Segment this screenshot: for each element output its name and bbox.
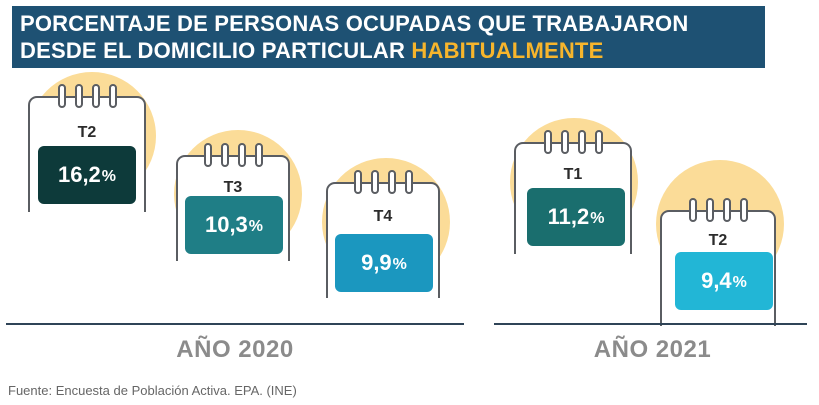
- value-label: 10,3: [204, 212, 248, 237]
- value-label: 9,4: [701, 268, 732, 293]
- percent-sign: %: [392, 256, 407, 273]
- calendar-rings: [30, 84, 144, 108]
- calendar-ring: [594, 130, 603, 154]
- value-box: 10,3%: [185, 196, 283, 254]
- axis-line-2020: [6, 323, 464, 325]
- percent-sign: %: [732, 274, 747, 291]
- calendar-ring: [91, 84, 100, 108]
- value-label: 16,2: [57, 162, 101, 187]
- axis-line-2021: [494, 323, 807, 325]
- quarter-label: T4: [373, 208, 393, 225]
- title-line-1: PORCENTAJE DE PERSONAS OCUPADAS QUE TRAB…: [20, 11, 689, 36]
- percent-sign: %: [590, 210, 605, 227]
- title-line-2-prefix: DESDE EL DOMICILIO PARTICULAR: [20, 38, 406, 63]
- title-highlight: HABITUALMENTE: [411, 38, 604, 63]
- calendar-ring: [577, 130, 586, 154]
- calendar-ring: [705, 198, 714, 222]
- calendar-ring: [739, 198, 748, 222]
- year-label-2021: AÑO 2021: [593, 336, 712, 363]
- percent-sign: %: [101, 168, 117, 185]
- quarter-label: T2: [77, 124, 97, 141]
- calendar-ring: [237, 143, 246, 167]
- source-note: Fuente: Encuesta de Población Activa. EP…: [8, 383, 297, 398]
- calendar-ring: [543, 130, 552, 154]
- calendar-ring: [203, 143, 212, 167]
- calendar-ring: [560, 130, 569, 154]
- calendar-ring: [688, 198, 697, 222]
- value-box: 9,9%: [335, 234, 433, 292]
- quarter-label: T1: [563, 166, 583, 183]
- calendar-ring: [108, 84, 117, 108]
- value-box: 11,2%: [527, 188, 625, 246]
- calendar-rings: [178, 143, 288, 167]
- calendar-rings: [516, 130, 630, 154]
- calendar-rings: [328, 170, 438, 194]
- calendar-ring: [387, 170, 396, 194]
- value-label: 11,2: [547, 204, 590, 229]
- value-box: 16,2%: [38, 146, 136, 204]
- calendar-ring: [353, 170, 362, 194]
- calendar-ring: [254, 143, 263, 167]
- quarter-label: T2: [708, 232, 728, 249]
- year-label-2020: AÑO 2020: [176, 336, 294, 363]
- calendar-ring: [404, 170, 413, 194]
- calendar-ring: [57, 84, 66, 108]
- value-box: 9,4%: [675, 252, 773, 310]
- calendar-ring: [220, 143, 229, 167]
- title-line-2: DESDE EL DOMICILIO PARTICULAR HABITUALME…: [20, 37, 757, 64]
- calendar-ring: [722, 198, 731, 222]
- percent-sign: %: [248, 218, 264, 235]
- calendar-rings: [662, 198, 774, 222]
- quarter-label: T3: [223, 179, 243, 196]
- calendar-ring: [370, 170, 379, 194]
- calendar-ring: [74, 84, 83, 108]
- value-label: 9,9: [361, 250, 392, 275]
- title-banner: PORCENTAJE DE PERSONAS OCUPADAS QUE TRAB…: [12, 6, 765, 68]
